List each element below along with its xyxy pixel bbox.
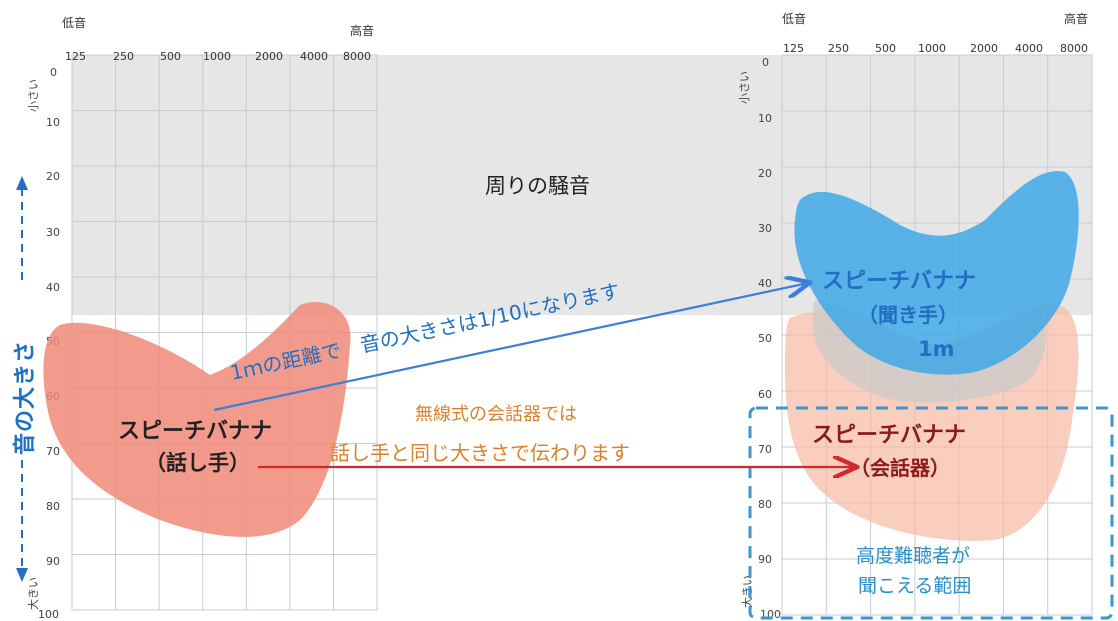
left-db-70: 70: [46, 445, 60, 458]
speaker-banana-subtitle: （話し手）: [145, 451, 250, 475]
right-quiet-label: 小さい: [738, 71, 751, 104]
speaker-banana-title: スピーチバナナ: [118, 419, 272, 444]
right-db-60: 60: [758, 388, 772, 401]
right-db-70: 70: [758, 443, 772, 456]
device-banana-subtitle: （会話器）: [850, 456, 950, 480]
left-db-40: 40: [46, 281, 60, 294]
right-freq-4000: 4000: [1015, 42, 1043, 55]
right-db-40: 40: [758, 277, 772, 290]
right-db-30: 30: [758, 222, 772, 235]
distance-arrow: [213, 283, 808, 412]
volume-axis-label: 音の大きさ: [12, 340, 38, 455]
left-freq-1000: 1000: [203, 50, 231, 63]
right-db-labels: 0 10 20 30 40 50 60 70 80 90 100: [758, 56, 781, 621]
right-freq-250: 250: [828, 42, 849, 55]
left-high-label: 高音: [350, 23, 374, 38]
left-freq-8000: 8000: [343, 50, 371, 63]
left-db-10: 10: [46, 116, 60, 129]
left-audiogram: 低音 高音 125 250 500 1000 2000 4000 8000 0 …: [26, 15, 378, 621]
right-low-label: 低音: [782, 11, 806, 26]
left-freq-500: 500: [160, 50, 181, 63]
left-freq-250: 250: [113, 50, 134, 63]
right-audiogram: 低音 高音 125 250 500 1000 2000 4000 8000 0 …: [738, 11, 1093, 621]
right-db-90: 90: [758, 553, 772, 566]
left-loud-label: 大きい: [26, 577, 40, 610]
left-frequency-labels: 125 250 500 1000 2000 4000 8000: [65, 50, 371, 63]
left-freq-125: 125: [65, 50, 86, 63]
right-high-label: 高音: [1064, 11, 1088, 26]
axis-down-arrowhead: [16, 568, 28, 582]
right-db-50: 50: [758, 332, 772, 345]
left-freq-4000: 4000: [300, 50, 328, 63]
left-db-20: 20: [46, 170, 60, 183]
listener-banana-title: スピーチバナナ: [822, 269, 976, 294]
left-db-0: 0: [50, 66, 57, 79]
listener-distance-label: 1m: [918, 337, 955, 361]
range-label-line2: 聞こえる範囲: [858, 575, 971, 597]
device-banana-title: スピーチバナナ: [812, 423, 966, 448]
left-db-80: 80: [46, 500, 60, 513]
right-db-20: 20: [758, 167, 772, 180]
audible-range-box: [748, 406, 1114, 620]
right-db-80: 80: [758, 498, 772, 511]
right-db-0: 0: [762, 56, 769, 69]
left-quiet-label: 小さい: [27, 79, 40, 112]
axis-up-arrowhead: [16, 176, 28, 190]
left-freq-2000: 2000: [255, 50, 283, 63]
right-freq-2000: 2000: [970, 42, 998, 55]
left-db-30: 30: [46, 226, 60, 239]
device-note-line1: 無線式の会話器では: [415, 404, 577, 425]
device-note-line2: 話し手と同じ大きさで伝わります: [330, 441, 630, 465]
left-low-label: 低音: [62, 15, 86, 30]
left-db-90: 90: [46, 555, 60, 568]
right-db-10: 10: [758, 112, 772, 125]
right-freq-1000: 1000: [918, 42, 946, 55]
speaker-speech-banana: [43, 301, 351, 537]
right-freq-8000: 8000: [1060, 42, 1088, 55]
right-frequency-labels: 125 250 500 1000 2000 4000 8000: [783, 42, 1088, 55]
left-db-labels: 0 10 20 30 40 50 60 70 80 90 100: [38, 66, 60, 621]
noise-label: 周りの騒音: [485, 174, 590, 198]
right-freq-125: 125: [783, 42, 804, 55]
right-loud-label: 大きい: [740, 575, 754, 608]
listener-banana-subtitle: （聞き手）: [858, 303, 958, 327]
listener-speech-banana: [794, 170, 1079, 375]
right-freq-500: 500: [875, 42, 896, 55]
volume-axis: [16, 176, 28, 582]
left-db-100: 100: [38, 608, 59, 621]
range-label-line1: 高度難聴者が: [856, 545, 970, 567]
